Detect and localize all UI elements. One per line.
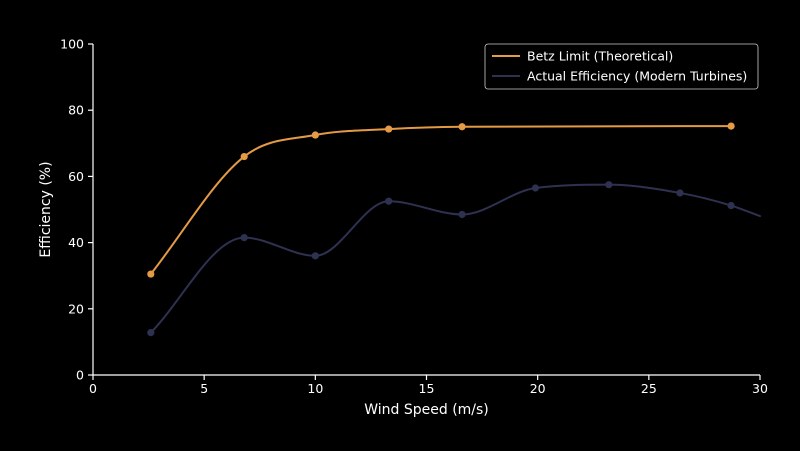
- x-tick-label: 15: [419, 381, 435, 396]
- y-tick-label: 40: [68, 235, 84, 250]
- x-tick-label: 25: [641, 381, 657, 396]
- series: [147, 122, 761, 337]
- data-point-betz: [311, 131, 319, 139]
- data-point-betz: [727, 122, 735, 130]
- legend-label-actual: Actual Efficiency (Modern Turbines): [527, 69, 747, 84]
- x-tick-label: 0: [89, 381, 97, 396]
- data-point-betz: [385, 125, 393, 133]
- data-point-actual: [385, 197, 393, 205]
- data-point-betz: [458, 123, 466, 131]
- y-axis-label: Efficiency (%): [38, 161, 54, 257]
- data-point-actual: [531, 184, 540, 192]
- y-tick-label: 100: [60, 37, 84, 52]
- x-axis-label: Wind Speed (m/s): [364, 402, 489, 418]
- data-point-actual: [605, 181, 613, 189]
- y-tick-label: 0: [76, 368, 84, 383]
- y-tick-label: 80: [68, 103, 84, 118]
- x-tick-label: 5: [200, 381, 208, 396]
- data-point-actual: [147, 329, 155, 337]
- series-line-betz: [149, 125, 733, 276]
- legend-box: [484, 43, 759, 90]
- data-point-actual: [311, 252, 319, 260]
- data-point-betz: [147, 270, 155, 278]
- data-point-actual: [676, 189, 684, 197]
- legend-label-betz: Betz Limit (Theoretical): [527, 49, 673, 64]
- data-point-actual: [240, 234, 248, 242]
- series-line-actual: [149, 183, 761, 334]
- y-tick-label: 20: [68, 301, 84, 316]
- x-tick-label: 10: [307, 381, 323, 396]
- x-tick-label: 20: [530, 381, 546, 396]
- x-tick-label: 30: [752, 381, 768, 396]
- x-ticks: 0 5 10 15 20 25 30: [89, 375, 768, 396]
- axes: 0 5 10 15 20 25 30 0 20 40 60 80 100: [60, 37, 768, 397]
- legend: Betz Limit (Theoretical) Actual Efficien…: [484, 43, 759, 90]
- data-point-actual: [727, 201, 735, 210]
- data-point-actual: [458, 210, 466, 219]
- y-ticks: 0 20 40 60 80 100: [60, 37, 93, 383]
- y-tick-label: 60: [68, 169, 84, 184]
- data-point-betz: [240, 152, 248, 161]
